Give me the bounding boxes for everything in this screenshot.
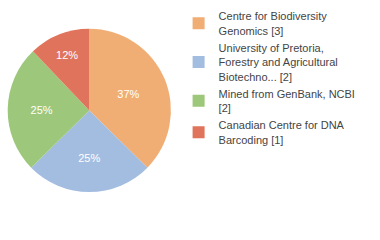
svg-text:12%: 12% — [56, 49, 78, 61]
svg-text:University of Pretoria,Forestr: University of Pretoria,Forestry and Agri… — [219, 42, 338, 83]
svg-text:Canadian Centre for DNABarcodi: Canadian Centre for DNABarcoding [1] — [219, 119, 345, 145]
svg-text:37%: 37% — [117, 88, 139, 100]
svg-text:Mined from GenBank, NCBI[2]: Mined from GenBank, NCBI[2] — [219, 88, 355, 114]
svg-text:25%: 25% — [78, 152, 100, 164]
svg-text:Centre for BiodiversityGenomic: Centre for BiodiversityGenomics [3] — [219, 10, 328, 36]
svg-text:25%: 25% — [31, 104, 53, 116]
